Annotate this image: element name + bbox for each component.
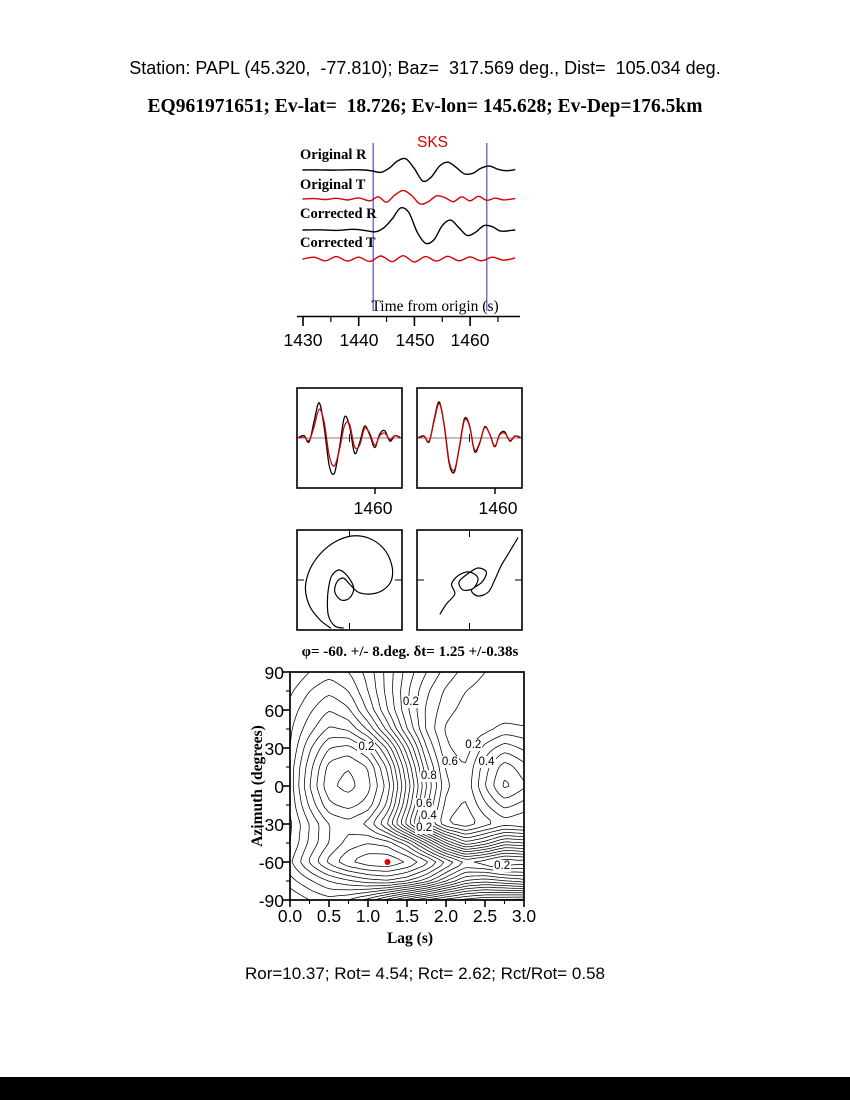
lag-tick-label: 1.5 [394,906,420,926]
panel-tick-label-left: 1460 [353,498,393,518]
azimuth-tick-label: 90 [264,663,284,683]
azimuth-tick-label: 60 [264,701,284,721]
contour-label: 0.6 [415,797,434,810]
contour-label: 0.2 [357,740,376,753]
time-tick-label: 1460 [450,330,490,350]
contour-label: 0.4 [477,755,496,768]
azimuth-tick-label: 30 [264,739,284,759]
footer-bar [0,1077,850,1100]
station-title: Station: PAPL (45.320, -77.810); Baz= 31… [129,58,721,78]
time-axis-label: Time from origin (s) [371,298,499,315]
lag-tick-label: 2.5 [472,906,498,926]
trace-label-corrected-r: Corrected R [300,206,377,222]
trace-label-original-r: Original R [300,147,367,163]
time-tick-label: 1440 [339,330,379,350]
lag-tick-label: 0.0 [277,906,303,926]
azimuth-tick-label: -30 [258,815,284,835]
contour-label: 0.8 [419,769,438,782]
azimuth-tick-label: -60 [258,853,284,873]
time-tick-label: 1450 [395,330,435,350]
contour-label: 0.2 [464,739,483,752]
lag-tick-label: 0.5 [316,906,342,926]
contour-label: 0.4 [419,810,438,823]
time-tick-label: 1430 [283,330,323,350]
azimuth-tick-label: 0 [274,777,284,797]
trace-label-original-t: Original T [300,177,366,193]
contour-label: 0.2 [415,821,434,834]
splitting-result-title: φ= -60. +/- 8.deg. δt= 1.25 +/-0.38s [301,644,519,660]
azimuth-tick-label: -90 [258,891,284,911]
panel-tick-label-right: 1460 [478,498,518,518]
lag-axis-label: Lag (s) [386,930,434,947]
lag-tick-label: 3.0 [511,906,537,926]
lag-tick-label: 1.0 [355,906,381,926]
contour-label: 0.2 [493,859,512,872]
trace-label-corrected-t: Corrected T [300,235,376,251]
event-title: EQ961971651; Ev-lat= 18.726; Ev-lon= 145… [147,96,703,117]
contour-label: 0.6 [440,755,459,768]
phase-label-sks: SKS [417,134,449,151]
ratio-stats: Ror=10.37; Rot= 4.54; Rct= 2.62; Rct/Rot… [244,964,606,983]
contour-label: 0.2 [401,696,420,709]
lag-tick-label: 2.0 [433,906,459,926]
